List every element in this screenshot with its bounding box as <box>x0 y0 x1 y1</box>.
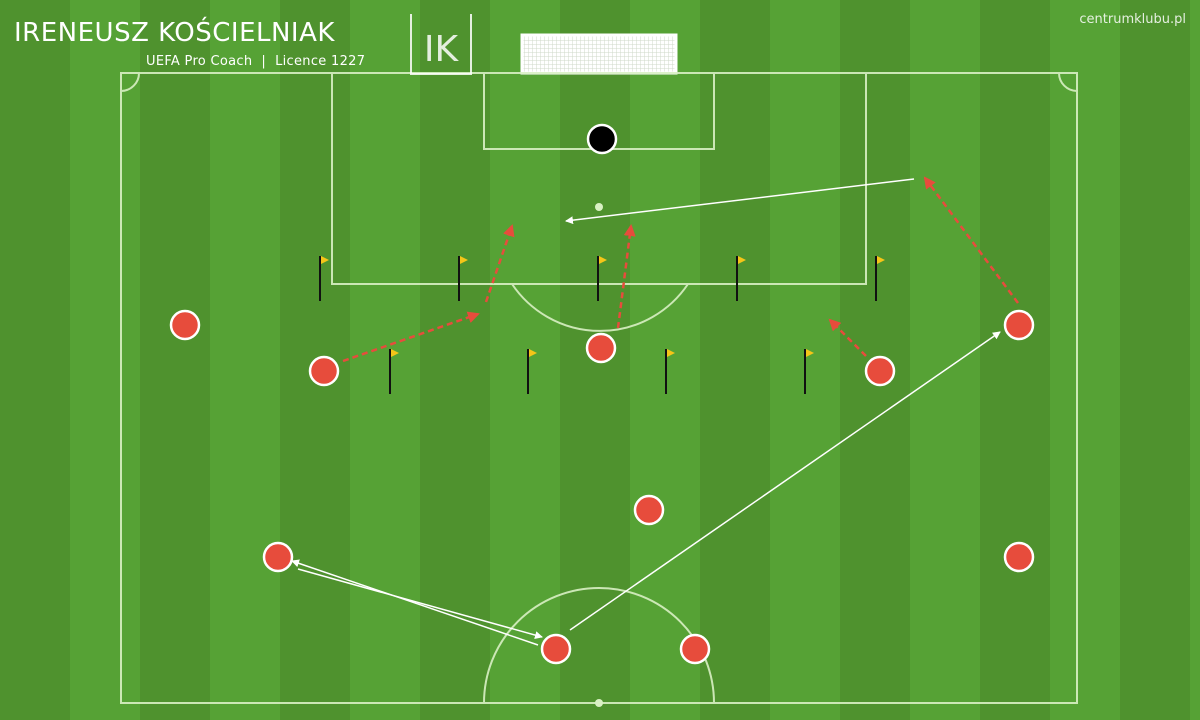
ball-layer <box>586 123 618 155</box>
pitch-stripe <box>490 0 560 720</box>
run-arrow <box>923 176 1020 304</box>
flag-poles <box>319 256 885 394</box>
pitch-stripe <box>0 0 70 720</box>
run-arrow <box>484 224 515 303</box>
penalty-spot <box>595 203 603 211</box>
pitch-stripe <box>700 0 770 720</box>
player-marker[interactable] <box>540 633 572 665</box>
pitch-stripe <box>420 0 490 720</box>
run-arrow <box>616 224 636 329</box>
player-marker[interactable] <box>679 633 711 665</box>
player-marker[interactable] <box>864 355 896 387</box>
pass-arrow <box>297 568 543 639</box>
player-marker[interactable] <box>585 332 617 364</box>
pitch-stripe <box>980 0 1050 720</box>
coach-licence: Licence 1227 <box>275 54 366 69</box>
pass-arrows <box>291 178 1001 646</box>
subtitle-separator: | <box>261 54 267 69</box>
player-marker[interactable] <box>308 355 340 387</box>
pass-arrow <box>569 331 1001 631</box>
coach-subtitle: UEFA Pro Coach | Licence 1227 <box>146 54 365 69</box>
pitch-stripe <box>70 0 140 720</box>
flag-pole <box>665 349 675 394</box>
flag-pole <box>875 256 885 301</box>
pitch-stripe <box>350 0 420 720</box>
coach-name: IRENEUSZ KOŚCIELNIAK <box>14 18 335 48</box>
pitch-stripe <box>1190 0 1200 720</box>
pitch-stripe <box>910 0 980 720</box>
flag-pole <box>736 256 746 301</box>
run-arrows <box>342 176 1020 363</box>
player-marker[interactable] <box>1003 541 1035 573</box>
ball-marker[interactable] <box>586 123 618 155</box>
pitch-stripe <box>140 0 210 720</box>
player-marker[interactable] <box>1003 309 1035 341</box>
logo: IK <box>410 14 472 75</box>
pass-arrow <box>565 178 915 225</box>
penalty-arc <box>511 283 689 332</box>
player-marker[interactable] <box>169 309 201 341</box>
pass-arrow <box>291 559 539 646</box>
flag-pole <box>597 256 607 301</box>
player-marker[interactable] <box>633 494 665 526</box>
corner-arc-left <box>120 72 140 92</box>
flag-pole <box>527 349 537 394</box>
site-url[interactable]: centrumklubu.pl <box>1079 12 1186 27</box>
goal-net <box>520 33 678 75</box>
pitch-stripe <box>210 0 280 720</box>
run-arrow <box>342 311 480 363</box>
player-marker[interactable] <box>262 541 294 573</box>
center-spot <box>595 699 603 707</box>
logo-letters: IK <box>424 29 460 70</box>
pitch-stripe <box>1120 0 1190 720</box>
flag-pole <box>804 349 814 394</box>
corner-arc-right <box>1058 72 1078 92</box>
flag-pole <box>389 349 399 394</box>
pitch-stripe <box>1050 0 1120 720</box>
flag-pole <box>319 256 329 301</box>
players <box>169 309 1035 665</box>
flag-pole <box>458 256 468 301</box>
coach-role: UEFA Pro Coach <box>146 54 253 69</box>
run-arrow <box>828 318 867 357</box>
